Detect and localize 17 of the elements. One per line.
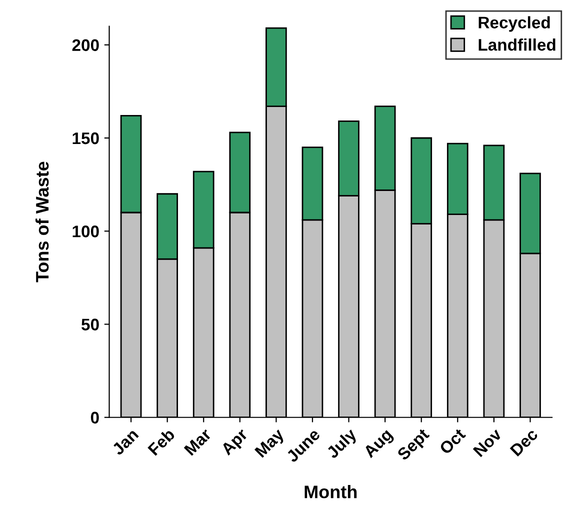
x-axis-title: Month (304, 485, 357, 498)
x-tick-label: Nov (472, 428, 503, 458)
y-tick-label: 0 (90, 412, 99, 424)
y-tick-label: 150 (72, 132, 99, 144)
x-tick-label: Mar (184, 428, 212, 456)
x-tick-label: Apr (220, 428, 251, 458)
x-tick-label: Oct (438, 428, 466, 455)
x-tick-label: Aug (362, 428, 396, 461)
x-tick-label: Jan (111, 428, 139, 456)
legend-label: Recycled (478, 16, 550, 32)
y-tick-label: 50 (82, 318, 99, 330)
y-tick-label: 200 (72, 39, 99, 52)
x-tick-label: Feb (147, 428, 176, 456)
x-tick-label: Dec (510, 428, 539, 457)
y-tick-label: 100 (72, 226, 99, 238)
y-axis-title: Tons of Waste (35, 162, 49, 282)
legend-label: Landfilled (478, 38, 556, 51)
